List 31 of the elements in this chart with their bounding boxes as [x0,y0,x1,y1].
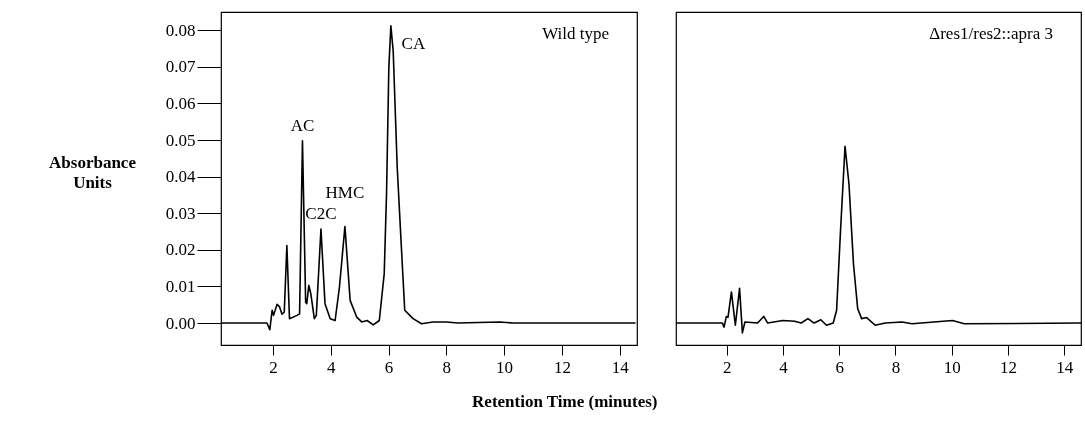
y-tick-label: 0.06 [165,93,196,113]
x-tick-label: 2 [722,357,732,377]
x-tick-label: 8 [442,357,452,377]
x-tick-label: 6 [835,357,844,377]
annotation: Δres1/res2::apra 3 [929,24,1053,43]
x-axis-title: Retention Time (minutes) [472,391,658,411]
y-tick-label: 0.05 [165,130,196,150]
x-tick-label: 2 [269,357,278,377]
x-tick-label: 4 [327,357,337,377]
x-tick-label: 14 [611,357,630,377]
y-tick-label: 0.08 [165,20,196,40]
y-tick-label: 0.02 [165,240,196,260]
annotation: CA [401,34,426,54]
x-tick-label: 10 [943,357,961,377]
annotation: Wild type [542,24,609,43]
y-tick-label: 0.03 [165,203,196,223]
annotation: AC [290,116,315,136]
annotation: C2C [305,204,337,224]
x-tick-label: 10 [496,357,514,377]
y-tick-label: 0.04 [165,167,196,187]
x-tick-label: 4 [779,357,789,377]
y-tick-label: 0.01 [165,276,196,296]
x-tick-label: 12 [999,357,1017,377]
x-tick-label: 8 [891,357,901,377]
x-tick-label: 14 [1056,357,1074,377]
annotation: HMC [325,183,365,203]
y-tick-label: 0.00 [165,313,196,333]
y-axis-title: Absorbance Units [49,152,137,192]
x-tick-label: 6 [384,357,394,377]
x-tick-label: 12 [553,357,571,377]
y-tick-label: 0.07 [165,57,196,77]
